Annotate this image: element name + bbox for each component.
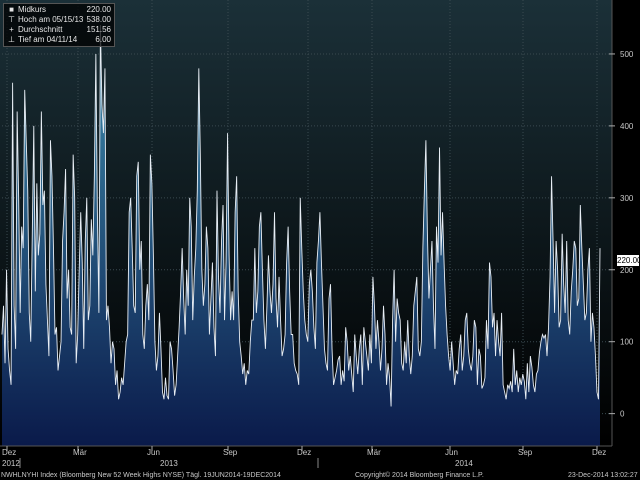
y-tick-label: 400	[620, 122, 634, 131]
x-tick-label: Jun	[445, 448, 458, 457]
y-tick-label: 200	[620, 266, 634, 275]
square-icon: ■	[9, 5, 14, 14]
x-tick-label: Sep	[223, 448, 238, 457]
legend-item-midkurs: ■ Midkurs 220.00	[7, 5, 111, 15]
x-tick-label: Mär	[367, 448, 381, 457]
year-label: 2012	[2, 459, 20, 468]
x-tick-label: Sep	[518, 448, 533, 457]
year-label: 2014	[455, 459, 473, 468]
x-tick-label: Dez	[297, 448, 311, 457]
x-tick-label: Dez	[592, 448, 606, 457]
series-line	[1, 25, 601, 407]
x-tick-label: Dez	[2, 448, 16, 457]
footer-timestamp: 23-Dec-2014 13:02:27	[568, 472, 638, 479]
last-value-label: 220.00	[617, 255, 640, 266]
average-marker-icon: +	[9, 25, 14, 34]
y-tick-label: 0	[620, 410, 625, 419]
y-tick-label: 500	[620, 50, 634, 59]
legend: ■ Midkurs 220.00 ⊤ Hoch am 05/15/13 538.…	[3, 3, 115, 47]
x-tick-label: Jun	[147, 448, 160, 457]
y-tick-label: 100	[620, 338, 634, 347]
legend-item-hoch: ⊤ Hoch am 05/15/13 538.00	[8, 15, 111, 24]
y-tick-label: 300	[620, 194, 634, 203]
x-tick-label: Mär	[73, 448, 87, 457]
low-marker-icon: ⊥	[8, 35, 15, 44]
footer-index-description: NWHLNYHI Index (Bloomberg New 52 Week Hi…	[1, 472, 281, 479]
year-label: 2013	[160, 459, 178, 468]
legend-item-tief: ⊥ Tief am 04/11/14 6.00	[8, 35, 111, 44]
legend-item-durchschnitt: + Durchschnitt 151.56	[7, 25, 111, 35]
footer-copyright: Copyright© 2014 Bloomberg Finance L.P.	[355, 472, 484, 479]
high-marker-icon: ⊤	[8, 15, 15, 24]
